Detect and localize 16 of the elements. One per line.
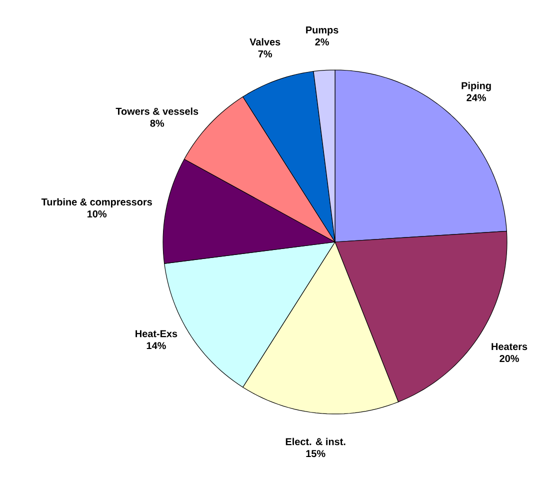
slice-label: Pumps — [306, 26, 338, 36]
data-label: 8% — [150, 120, 164, 127]
data-label: 15% — [306, 450, 326, 458]
slice-label: Heaters — [492, 343, 528, 350]
data-label: 10% — [88, 210, 107, 218]
data-label: 14% — [146, 342, 166, 350]
slice-label: Valves — [250, 38, 280, 46]
slice-label: Heat-Exs — [136, 330, 178, 338]
data-label: 24% — [466, 94, 486, 102]
slice-label: Turbine & compressors — [41, 198, 152, 208]
data-label: 7% — [258, 50, 272, 58]
slice-label: Elect. & inst. — [286, 438, 346, 446]
data-label: 20% — [500, 354, 519, 362]
data-label: 2% — [315, 38, 329, 46]
slice-label: Piping — [462, 82, 491, 92]
slice-label: Towers & vessels — [116, 108, 198, 115]
